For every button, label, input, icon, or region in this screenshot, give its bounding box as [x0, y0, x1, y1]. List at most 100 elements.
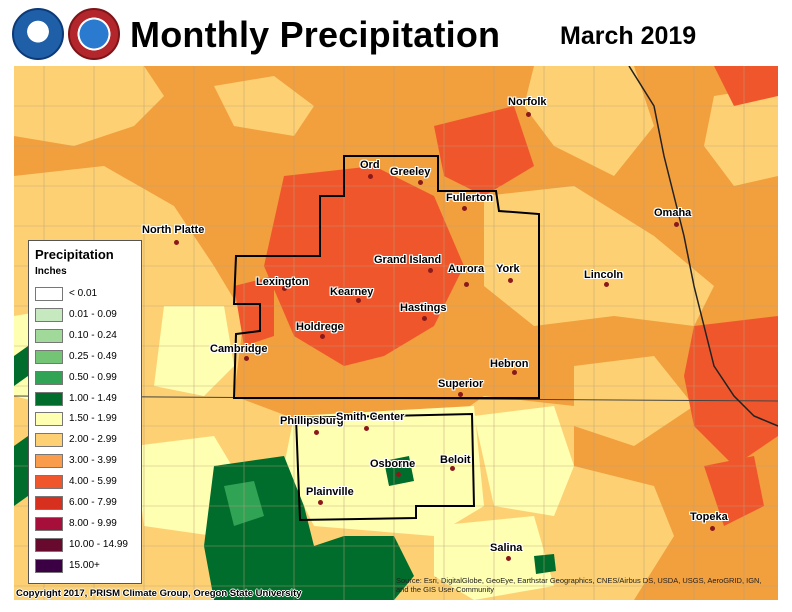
legend-swatch	[35, 516, 63, 531]
city-dot	[462, 206, 467, 211]
city-dot	[604, 282, 609, 287]
city-label-superior: Superior	[438, 378, 484, 390]
city-label-omaha: Omaha	[654, 207, 692, 219]
legend-swatch	[35, 287, 63, 301]
city-label-grand-island: Grand Island	[374, 254, 442, 266]
legend-swatch	[35, 370, 63, 385]
legend-swatch	[35, 558, 63, 573]
city-label-north-platte: North Platte	[142, 224, 205, 236]
legend-title: Precipitation	[35, 247, 114, 262]
legend-item: 15.00+	[35, 558, 139, 574]
legend-item: 2.00 - 2.99	[35, 433, 139, 448]
city-label-greeley: Greeley	[390, 166, 431, 178]
city-dot	[506, 556, 511, 561]
legend-label: 2.00 - 2.99	[69, 434, 117, 446]
legend-label: 10.00 - 14.99	[69, 538, 128, 550]
city-dot	[526, 112, 531, 117]
city-label-hastings: Hastings	[400, 302, 447, 314]
city-dot	[396, 472, 401, 477]
legend-swatch	[35, 537, 63, 552]
city-label-fullerton: Fullerton	[446, 192, 494, 204]
header: Monthly Precipitation March 2019	[0, 0, 792, 66]
legend-label: 0.25 - 0.49	[69, 350, 117, 362]
legend-label: < 0.01	[69, 288, 98, 299]
legend-swatch	[35, 349, 63, 364]
city-dot	[244, 356, 249, 361]
precipitation-map: Norfolk Ord Greeley Fullerton North Plat…	[14, 66, 778, 600]
city-dot	[458, 392, 463, 397]
legend-label: 0.50 - 0.99	[69, 371, 117, 383]
legend-item: 0.01 - 0.09	[35, 307, 139, 323]
city-dot	[282, 286, 287, 291]
legend-swatch	[35, 496, 63, 510]
legend-swatch	[35, 412, 63, 427]
map-title: Monthly Precipitation	[130, 14, 501, 55]
legend-label: 0.10 - 0.24	[69, 329, 117, 341]
city-dot	[368, 174, 373, 179]
city-dot	[314, 430, 319, 435]
legend-label: 3.00 - 3.99	[69, 455, 117, 467]
city-label-lincoln: Lincoln	[584, 269, 624, 281]
legend-item: 0.10 - 0.24	[35, 328, 139, 344]
city-dot	[318, 500, 323, 505]
city-label-york: York	[496, 263, 520, 275]
legend-label: 6.00 - 7.99	[69, 497, 117, 508]
legend-item: 10.00 - 14.99	[35, 537, 139, 553]
city-label-salina: Salina	[490, 542, 523, 554]
legend-swatch	[35, 475, 63, 490]
noaa-logo	[12, 8, 64, 60]
city-label-smith-center: Smith Center	[336, 411, 405, 423]
legend-item: 4.00 - 5.99	[35, 475, 139, 490]
legend-item: < 0.01	[35, 287, 139, 302]
legend-swatch	[35, 433, 63, 448]
legend-swatch	[35, 328, 63, 343]
city-dot	[710, 526, 715, 531]
city-label-osborne: Osborne	[370, 458, 416, 470]
legend-label: 1.00 - 1.49	[69, 392, 117, 404]
city-label-phillipsburg: Phillipsburg	[280, 415, 344, 427]
nws-logo	[68, 8, 120, 60]
city-dot	[464, 282, 469, 287]
city-label-plainville: Plainville	[306, 486, 354, 498]
city-dot	[422, 316, 427, 321]
legend-label: 4.00 - 5.99	[69, 476, 117, 488]
legend-units: Inches	[35, 266, 67, 277]
legend-item: 8.00 - 9.99	[35, 516, 139, 532]
legend-item: 0.25 - 0.49	[35, 349, 139, 365]
city-label-cambridge: Cambridge	[210, 343, 268, 355]
legend-label: 0.01 - 0.09	[69, 308, 117, 320]
legend-label: 8.00 - 9.99	[69, 517, 117, 529]
city-label-hebron: Hebron	[490, 358, 529, 370]
legend-item: 6.00 - 7.99	[35, 496, 139, 511]
legend-item: 3.00 - 3.99	[35, 454, 139, 469]
city-dot	[508, 278, 513, 283]
legend-label: 1.50 - 1.99	[69, 413, 117, 425]
city-dot	[418, 180, 423, 185]
legend-item: 1.00 - 1.49	[35, 391, 139, 407]
map-source-attribution: Source: Esri, DigitalGlobe, GeoEye, Eart…	[396, 576, 762, 594]
city-dot	[364, 426, 369, 431]
city-label-lexington: Lexington	[256, 276, 309, 288]
city-dot	[674, 222, 679, 227]
legend-swatch	[35, 454, 63, 469]
city-label-beloit: Beloit	[440, 454, 471, 466]
legend-item: 0.50 - 0.99	[35, 370, 139, 386]
city-dot	[450, 466, 455, 471]
map-copyright: Copyright 2017, PRISM Climate Group, Ore…	[16, 588, 302, 599]
city-dot	[320, 334, 325, 339]
city-label-aurora: Aurora	[448, 263, 485, 275]
legend-item: 1.50 - 1.99	[35, 412, 139, 427]
city-label-holdrege: Holdrege	[296, 321, 344, 333]
legend-swatch	[35, 307, 63, 322]
city-label-norfolk: Norfolk	[508, 96, 547, 108]
map-date: March 2019	[560, 22, 697, 50]
city-dot	[512, 370, 517, 375]
legend-swatch	[35, 391, 63, 406]
map-legend: Precipitation Inches < 0.01 0.01 - 0.09 0.…	[28, 240, 142, 584]
city-dot	[356, 298, 361, 303]
city-label-kearney: Kearney	[330, 286, 374, 298]
city-dot	[428, 268, 433, 273]
city-label-ord: Ord	[360, 159, 380, 171]
city-label-topeka: Topeka	[690, 511, 728, 523]
city-dot	[174, 240, 179, 245]
